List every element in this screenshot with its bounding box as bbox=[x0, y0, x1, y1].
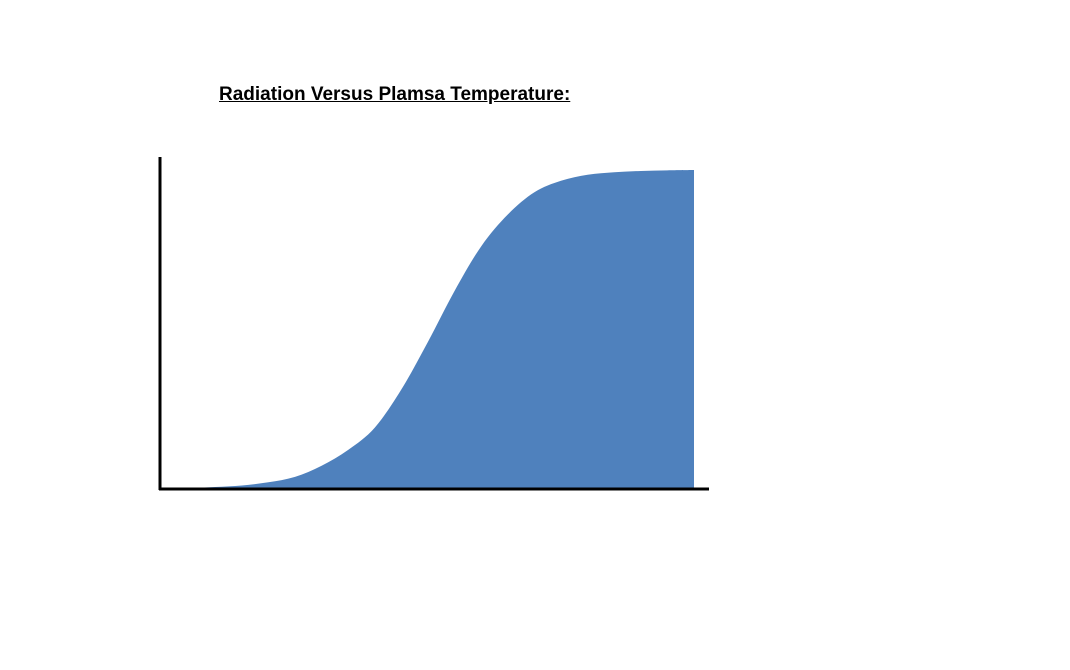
chart-title: Radiation Versus Plamsa Temperature: bbox=[219, 84, 571, 105]
radiation-area bbox=[162, 170, 694, 488]
